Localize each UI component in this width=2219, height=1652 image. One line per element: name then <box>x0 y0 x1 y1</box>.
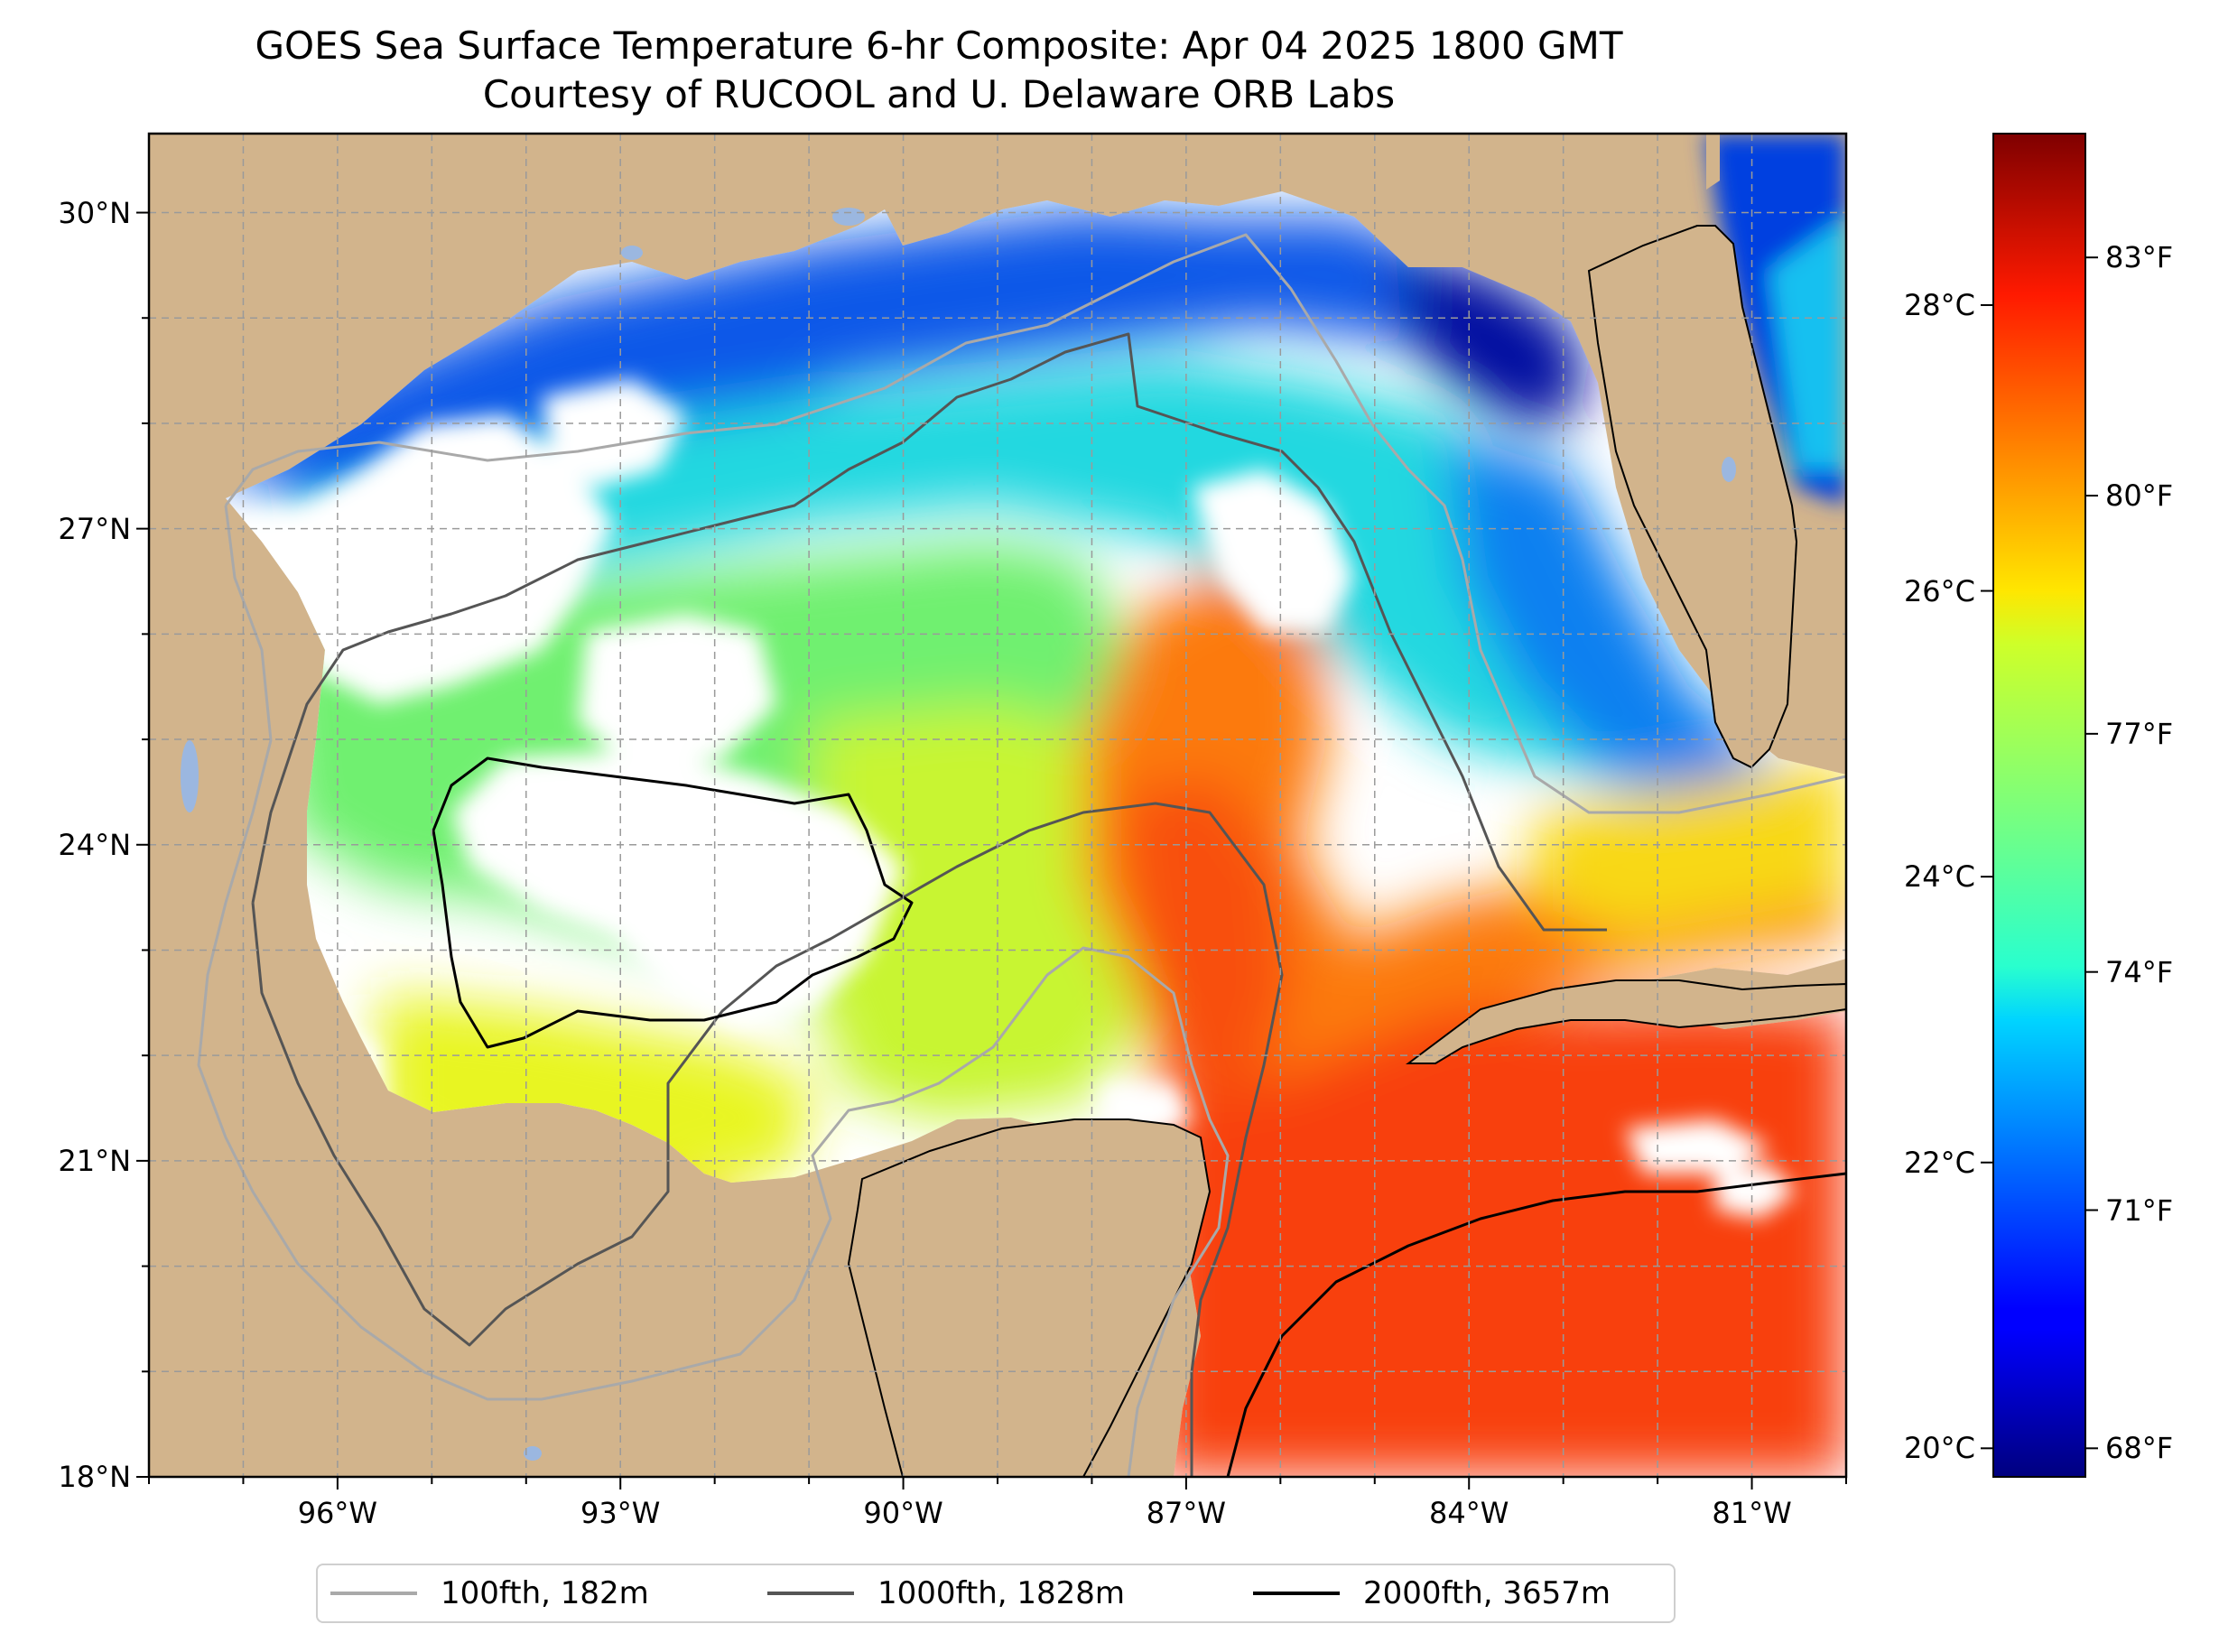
lat-tick-label: 27°N <box>58 511 131 546</box>
colorbar-fahrenheit-label: 77°F <box>2105 716 2174 751</box>
lat-tick-label: 30°N <box>58 195 131 230</box>
legend: 100fth, 182m 1000fth, 1828m 2000fth, 365… <box>316 1564 1676 1623</box>
lon-tick-label: 93°W <box>580 1496 661 1530</box>
legend-item-2000fth: 2000fth, 3657m <box>1253 1565 1611 1621</box>
contour-1000fth <box>251 332 1607 1477</box>
lon-tick-label: 90°W <box>863 1496 943 1530</box>
florida-keys-land <box>1706 134 1720 190</box>
map-title: GOES Sea Surface Temperature 6-hr Compos… <box>255 23 1623 68</box>
atlantic-sst <box>1706 134 1846 506</box>
bathymetry-contours <box>197 233 1846 1477</box>
colorbar-fahrenheit-label: 80°F <box>2105 478 2174 514</box>
lon-tick-label: 87°W <box>1146 1496 1227 1530</box>
contour-2000fth <box>432 756 914 1049</box>
colorbar-celsius-label: 24°C <box>1903 859 1975 895</box>
legend-label-100fth: 100fth, 182m <box>441 1575 649 1611</box>
colorbar-ticks <box>1981 256 2098 1450</box>
colorbar-fahrenheit-label: 74°F <box>2105 954 2174 989</box>
colorbar-fahrenheit-label: 83°F <box>2105 240 2174 275</box>
legend-line-100fth <box>330 1592 417 1595</box>
legend-line-1000fth <box>767 1592 854 1595</box>
lon-tick-label: 96°W <box>297 1496 378 1530</box>
cuba-land <box>1406 979 1846 1064</box>
lat-tick-label: 24°N <box>58 827 131 862</box>
colorbar-celsius-label: 28°C <box>1903 287 1975 322</box>
lat-tick-label: 18°N <box>58 1460 131 1494</box>
colorbar-fahrenheit-label: 68°F <box>2105 1431 2174 1466</box>
legend-label-2000fth: 2000fth, 3657m <box>1363 1575 1611 1611</box>
legend-item-1000fth: 1000fth, 1828m <box>767 1565 1125 1621</box>
contour-100fth <box>197 233 1846 1477</box>
legend-item-100fth: 100fth, 182m <box>330 1565 649 1621</box>
colorbar-celsius-label: 26°C <box>1903 573 1975 608</box>
axis-ticks <box>136 211 1847 1490</box>
legend-line-2000fth <box>1253 1592 1340 1595</box>
florida-land <box>1587 225 1798 769</box>
lon-tick-label: 84°W <box>1429 1496 1509 1530</box>
colorbar <box>1992 133 2086 1478</box>
lon-tick-label: 81°W <box>1712 1496 1792 1530</box>
legend-label-1000fth: 1000fth, 1828m <box>877 1575 1126 1611</box>
colorbar-celsius-label: 22°C <box>1903 1145 1975 1180</box>
lat-tick-label: 21°N <box>58 1143 131 1178</box>
colorbar-fahrenheit-label: 71°F <box>2105 1193 2174 1228</box>
colorbar-celsius-label: 20°C <box>1903 1431 1975 1466</box>
map-subtitle: Courtesy of RUCOOL and U. Delaware ORB L… <box>482 72 1396 116</box>
lakes <box>181 208 1736 1461</box>
yucatan-land <box>847 1118 1212 1477</box>
